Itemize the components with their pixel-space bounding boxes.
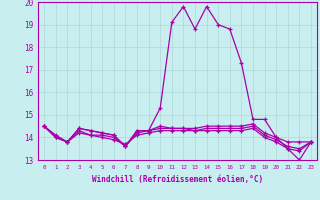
X-axis label: Windchill (Refroidissement éolien,°C): Windchill (Refroidissement éolien,°C) bbox=[92, 175, 263, 184]
